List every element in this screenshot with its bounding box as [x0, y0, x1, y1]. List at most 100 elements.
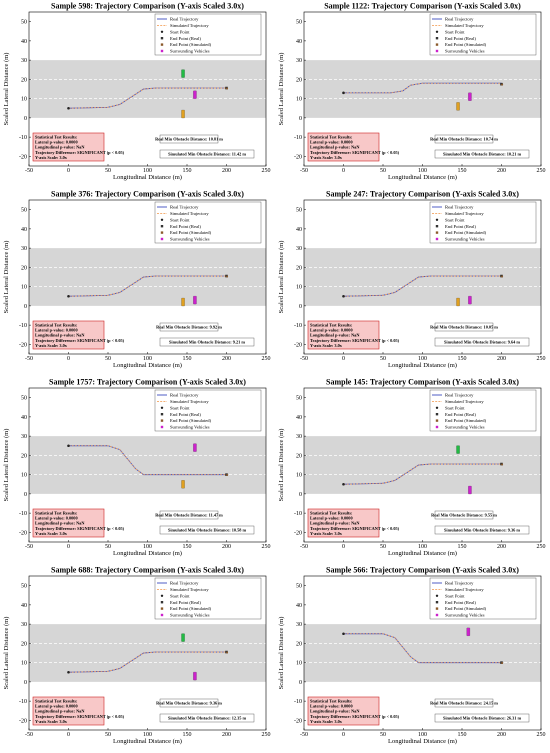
- x-tick-label: 100: [418, 168, 427, 174]
- legend-label: Start Point: [445, 593, 465, 598]
- y-tick-label: -20: [294, 154, 302, 160]
- stats-line: Statistical Test Results:: [35, 699, 78, 704]
- x-tick-label: -50: [25, 732, 33, 738]
- stats-line: Trajectory Difference: SIGNIFICANT (p < …: [35, 526, 125, 531]
- trajectory-chart-panel: Sample 598: Trajectory Comparison (Y-axi…: [0, 0, 275, 188]
- surrounding-vehicle: [468, 295, 472, 305]
- y-tick-label: 50: [296, 20, 302, 26]
- legend-end-sim-marker: [435, 43, 439, 46]
- legend-label: End Point (Simulated): [445, 418, 487, 423]
- x-tick-label: 150: [183, 544, 192, 550]
- surrounding-vehicle: [193, 443, 197, 452]
- x-tick-label: 100: [143, 356, 152, 362]
- legend-label: Start Point: [170, 217, 190, 222]
- real-min-distance-box: [159, 322, 219, 332]
- simulated-trajectory-line: [343, 633, 502, 664]
- stats-line: Lateral p-value: 0.0000: [35, 140, 78, 145]
- real-min-distance-text: Real Min Obstacle Distance: 24.15 m: [430, 701, 498, 706]
- x-tick-label: 100: [143, 168, 152, 174]
- stats-line: Y-axis Scale: 3.0x: [35, 155, 68, 160]
- y-tick-label: 10: [21, 97, 27, 103]
- y-tick-label: 20: [296, 453, 302, 459]
- stats-line: Y-axis Scale: 3.0x: [310, 155, 343, 160]
- legend-label: Simulated Trajectory: [445, 211, 484, 216]
- surrounding-vehicle: [456, 297, 460, 307]
- x-axis-label: Longitudinal Distance (m): [388, 362, 457, 369]
- x-tick-label: 50: [380, 356, 386, 362]
- y-axis-label: Scaled Lateral Distance (m): [278, 429, 285, 502]
- legend-label: Surrounding Vehicles: [170, 237, 210, 242]
- start-point-marker: [342, 294, 345, 298]
- legend-box: [154, 389, 262, 432]
- y-tick-label: 10: [21, 473, 27, 479]
- x-tick-label: 50: [105, 732, 111, 738]
- y-tick-label: 40: [21, 415, 27, 421]
- legend-label: End Point (Real): [170, 36, 201, 41]
- y-tick-label: -20: [19, 530, 27, 536]
- legend-end-sim-marker: [160, 231, 164, 234]
- legend-label: End Point (Real): [445, 412, 476, 417]
- x-tick-label: 200: [222, 356, 231, 362]
- x-tick-label: 200: [497, 168, 506, 174]
- chart-svg: Sample 1757: Trajectory Comparison (Y-ax…: [3, 378, 271, 558]
- stats-line: Trajectory Difference: SIGNIFICANT (p < …: [310, 150, 400, 155]
- legend-label: Surrounding Vehicles: [170, 425, 210, 430]
- y-tick-label: 0: [299, 492, 302, 498]
- simulated-trajectory-line: [68, 445, 227, 476]
- legend-end-real-marker: [435, 413, 439, 416]
- x-tick-label: 0: [342, 356, 345, 362]
- x-axis-label: Longitudinal Distance (m): [388, 550, 457, 557]
- x-tick-label: -50: [300, 544, 308, 550]
- start-point-marker: [67, 444, 70, 448]
- legend-box: [429, 201, 537, 244]
- simulated-trajectory-line: [68, 87, 227, 109]
- chart-svg: Sample 145: Trajectory Comparison (Y-axi…: [278, 378, 546, 558]
- stats-line: Statistical Test Results:: [35, 323, 78, 328]
- x-tick-label: 150: [183, 356, 192, 362]
- x-tick-label: 0: [67, 356, 70, 362]
- x-axis-label: Longitudinal Distance (m): [113, 362, 182, 369]
- y-tick-label: 30: [296, 434, 302, 440]
- legend-vehicle-marker: [160, 425, 164, 429]
- legend-label: End Point (Real): [170, 412, 201, 417]
- x-tick-label: 250: [537, 168, 546, 174]
- y-axis-label: Scaled Lateral Distance (m): [3, 429, 10, 502]
- stats-line: Y-axis Scale: 3.0x: [35, 531, 68, 536]
- legend-label: Real Trajectory: [445, 205, 474, 210]
- y-tick-label: 20: [21, 265, 27, 271]
- legend-box: [429, 577, 537, 620]
- y-tick-label: 20: [296, 77, 302, 83]
- x-tick-label: 0: [342, 732, 345, 738]
- stats-line: Y-axis Scale: 3.0x: [35, 719, 68, 724]
- x-tick-label: 50: [380, 168, 386, 174]
- chart-svg: Sample 1122: Trajectory Comparison (Y-ax…: [278, 2, 546, 182]
- legend-vehicle-marker: [435, 425, 439, 429]
- y-tick-label: -10: [19, 135, 27, 141]
- real-min-distance-box: [159, 510, 219, 520]
- y-tick-label: 50: [21, 584, 27, 590]
- legend-label: Surrounding Vehicles: [445, 49, 485, 54]
- real-min-distance-text: Real Min Obstacle Distance: 9.92 m: [156, 325, 222, 330]
- x-axis-label: Longitudinal Distance (m): [113, 174, 182, 181]
- x-axis-label: Longitudinal Distance (m): [113, 738, 182, 745]
- sim-min-distance-text: Simulated Min Obstacle Distance: 9.64 m: [444, 340, 520, 345]
- stats-line: Trajectory Difference: SIGNIFICANT (p < …: [35, 714, 125, 719]
- legend-label: End Point (Real): [445, 600, 476, 605]
- stats-line: Longitudinal p-value: NaN: [310, 709, 360, 714]
- x-tick-label: 150: [458, 544, 467, 550]
- y-tick-label: -20: [294, 530, 302, 536]
- x-tick-label: 150: [458, 732, 467, 738]
- trajectory-chart-panel: Sample 566: Trajectory Comparison (Y-axi…: [275, 564, 550, 752]
- end-point-simulated-marker: [226, 474, 229, 477]
- y-tick-label: 50: [21, 20, 27, 26]
- y-tick-label: 40: [296, 603, 302, 609]
- legend-label: Simulated Trajectory: [170, 399, 209, 404]
- y-tick-label: 30: [21, 434, 27, 440]
- surrounding-vehicle: [193, 90, 197, 99]
- legend-end-real-marker: [160, 413, 164, 416]
- stats-line: Y-axis Scale: 3.0x: [310, 343, 343, 348]
- simulated-trajectory-line: [68, 275, 227, 297]
- legend-label: Surrounding Vehicles: [445, 237, 485, 242]
- end-point-simulated-marker: [226, 651, 229, 654]
- start-point-marker: [342, 91, 345, 95]
